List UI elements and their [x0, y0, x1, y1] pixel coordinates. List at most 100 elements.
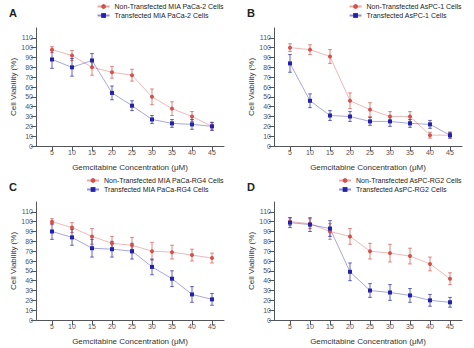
svg-text:60: 60 — [263, 258, 271, 265]
svg-text:D: D — [247, 181, 255, 193]
svg-text:Non-Transfected MIA PaCa-2 Cel: Non-Transfected MIA PaCa-2 Cells — [115, 3, 225, 10]
svg-text:40: 40 — [188, 323, 196, 330]
svg-text:45: 45 — [208, 323, 216, 330]
svg-text:0: 0 — [267, 317, 271, 324]
svg-text:10: 10 — [306, 323, 314, 330]
svg-text:10: 10 — [25, 307, 33, 314]
svg-text:30: 30 — [148, 149, 156, 156]
svg-text:10: 10 — [68, 323, 76, 330]
svg-text:90: 90 — [263, 228, 271, 235]
svg-text:50: 50 — [263, 267, 271, 274]
svg-text:70: 70 — [25, 248, 33, 255]
svg-text:Gemcitabine Concentration (μM): Gemcitabine Concentration (μM) — [310, 163, 426, 172]
svg-text:25: 25 — [366, 323, 374, 330]
svg-text:30: 30 — [386, 323, 394, 330]
svg-text:30: 30 — [148, 323, 156, 330]
svg-text:Gemcitabine Concentration (μM): Gemcitabine Concentration (μM) — [310, 337, 426, 346]
svg-text:40: 40 — [25, 103, 33, 110]
svg-text:30: 30 — [263, 287, 271, 294]
svg-text:60: 60 — [25, 84, 33, 91]
svg-text:45: 45 — [446, 323, 454, 330]
svg-text:40: 40 — [426, 149, 434, 156]
svg-text:80: 80 — [263, 238, 271, 245]
svg-text:50: 50 — [25, 267, 33, 274]
svg-text:35: 35 — [406, 323, 414, 330]
svg-text:30: 30 — [263, 113, 271, 120]
svg-text:20: 20 — [263, 297, 271, 304]
svg-text:10: 10 — [263, 133, 271, 140]
svg-text:35: 35 — [168, 323, 176, 330]
svg-text:Cell Viability (%): Cell Viability (%) — [247, 58, 256, 116]
svg-text:Transfected MIA PaCa-RG4 Cells: Transfected MIA PaCa-RG4 Cells — [104, 186, 209, 193]
svg-text:40: 40 — [263, 277, 271, 284]
svg-text:80: 80 — [25, 238, 33, 245]
svg-text:70: 70 — [263, 74, 271, 81]
svg-text:35: 35 — [406, 149, 414, 156]
svg-text:40: 40 — [25, 277, 33, 284]
svg-text:Cell Viability (%): Cell Viability (%) — [9, 58, 18, 116]
svg-text:110: 110 — [260, 208, 271, 215]
svg-text:20: 20 — [108, 149, 116, 156]
svg-text:20: 20 — [108, 323, 116, 330]
svg-text:Non-Transfected AsPC-1 Cells: Non-Transfected AsPC-1 Cells — [367, 3, 463, 10]
svg-text:25: 25 — [128, 323, 136, 330]
svg-text:45: 45 — [208, 149, 216, 156]
svg-text:30: 30 — [386, 149, 394, 156]
svg-text:100: 100 — [259, 44, 271, 51]
svg-text:40: 40 — [426, 323, 434, 330]
svg-text:15: 15 — [88, 149, 96, 156]
svg-text:10: 10 — [306, 149, 314, 156]
svg-text:15: 15 — [88, 323, 96, 330]
svg-text:Gemcitabine Concentration (μM): Gemcitabine Concentration (μM) — [72, 163, 188, 172]
svg-text:90: 90 — [25, 228, 33, 235]
svg-text:Gemcitabine Concentration (μM): Gemcitabine Concentration (μM) — [72, 337, 188, 346]
svg-text:45: 45 — [446, 149, 454, 156]
svg-text:20: 20 — [346, 323, 354, 330]
svg-text:40: 40 — [188, 149, 196, 156]
svg-text:0: 0 — [29, 317, 33, 324]
svg-text:20: 20 — [263, 123, 271, 130]
svg-text:20: 20 — [25, 123, 33, 130]
svg-text:90: 90 — [25, 54, 33, 61]
svg-text:90: 90 — [263, 54, 271, 61]
svg-text:0: 0 — [29, 143, 33, 150]
svg-text:10: 10 — [263, 307, 271, 314]
svg-text:15: 15 — [326, 323, 334, 330]
svg-text:70: 70 — [263, 248, 271, 255]
svg-text:Cell Viability (%): Cell Viability (%) — [247, 232, 256, 290]
svg-text:60: 60 — [25, 258, 33, 265]
svg-text:50: 50 — [25, 93, 33, 100]
svg-text:60: 60 — [263, 84, 271, 91]
svg-text:0: 0 — [267, 143, 271, 150]
svg-text:70: 70 — [25, 74, 33, 81]
svg-text:30: 30 — [25, 113, 33, 120]
svg-text:110: 110 — [22, 208, 33, 215]
svg-text:25: 25 — [128, 149, 136, 156]
svg-text:Transfected MIA PaCa-2 Cells: Transfected MIA PaCa-2 Cells — [115, 12, 209, 19]
svg-text:5: 5 — [50, 323, 54, 330]
svg-text:5: 5 — [288, 149, 292, 156]
svg-text:35: 35 — [168, 149, 176, 156]
svg-text:5: 5 — [50, 149, 54, 156]
svg-text:100: 100 — [21, 218, 33, 225]
svg-text:Transfected AsPC-RG2 Cells: Transfected AsPC-RG2 Cells — [356, 186, 447, 193]
svg-text:20: 20 — [346, 149, 354, 156]
svg-text:Non-Transfected MIA PaCa-RG4 C: Non-Transfected MIA PaCa-RG4 Cells — [104, 177, 224, 184]
svg-text:20: 20 — [25, 297, 33, 304]
svg-text:40: 40 — [263, 103, 271, 110]
svg-text:25: 25 — [366, 149, 374, 156]
svg-text:100: 100 — [21, 44, 33, 51]
svg-text:80: 80 — [25, 64, 33, 71]
svg-text:5: 5 — [288, 323, 292, 330]
svg-text:B: B — [247, 7, 255, 19]
svg-text:110: 110 — [260, 34, 271, 41]
svg-text:Cell Viability (%): Cell Viability (%) — [9, 232, 18, 290]
svg-text:15: 15 — [326, 149, 334, 156]
svg-text:80: 80 — [263, 64, 271, 71]
svg-text:10: 10 — [68, 149, 76, 156]
svg-text:110: 110 — [22, 34, 33, 41]
svg-text:Transfected AsPC-1 Cells: Transfected AsPC-1 Cells — [367, 12, 447, 19]
svg-text:10: 10 — [25, 133, 33, 140]
svg-text:50: 50 — [263, 93, 271, 100]
svg-text:A: A — [9, 7, 17, 19]
